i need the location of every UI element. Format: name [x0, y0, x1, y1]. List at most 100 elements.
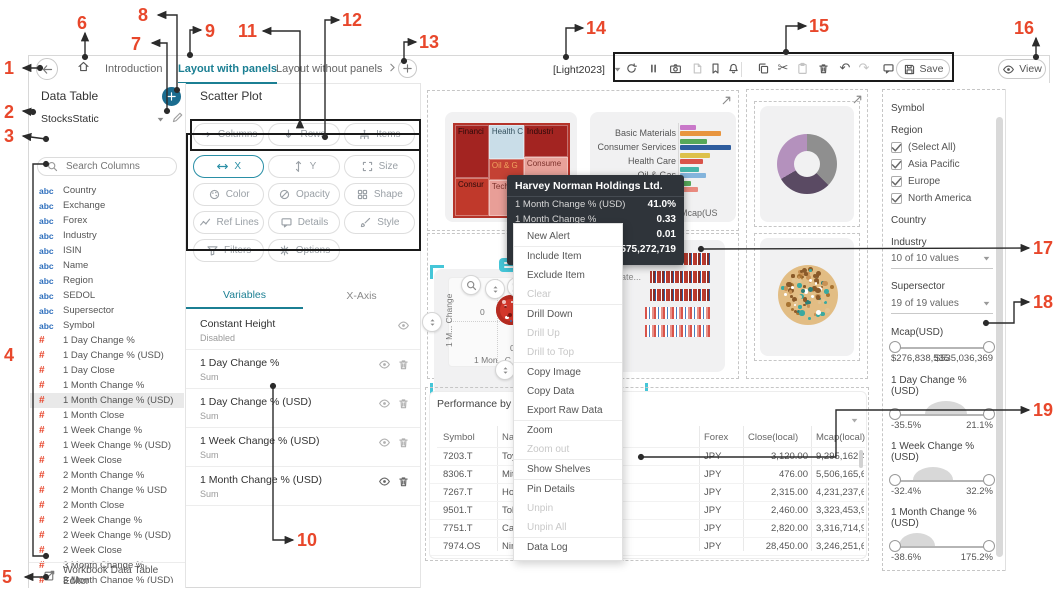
resize-handle-left[interactable]	[422, 312, 442, 332]
toolbar-icon-button[interactable]: ↶	[836, 59, 854, 77]
table-header-close[interactable]: Close(local)	[748, 432, 799, 443]
toolbar-icon-button[interactable]: ↷	[855, 59, 873, 77]
context-menu-item[interactable]: Unpin All	[514, 518, 622, 538]
trash-icon[interactable]	[397, 475, 410, 488]
column-list-item[interactable]: # 1 Month Close	[30, 408, 184, 423]
column-list-item[interactable]: # 3 Month Change %	[30, 558, 184, 573]
table-row[interactable]: 7974.OS Ninten JPY 28,450.00 3,246,251,6	[430, 538, 866, 556]
tab-layout-with-panels[interactable]: Layout with panels	[178, 56, 278, 84]
variable-row[interactable]: 1 Month Change % (USD) Sum	[186, 467, 420, 506]
theme-selector[interactable]: [Light2023]	[553, 63, 624, 76]
context-menu-item[interactable]: Drill Down	[527, 309, 573, 320]
treemap-cell[interactable]: Financi	[455, 125, 489, 178]
column-list-item[interactable]: abc Name	[30, 258, 184, 273]
add-tab-button[interactable]	[398, 59, 417, 78]
add-data-table-button[interactable]	[162, 87, 181, 106]
treemap-cell[interactable]: Consur	[455, 177, 489, 216]
table-row[interactable]: Sumit JPY 2,440.00 2,608,404,4	[430, 556, 866, 558]
table-header-mcap[interactable]: Mcap(local)	[816, 432, 866, 443]
column-list-item[interactable]: abc Country	[30, 183, 184, 198]
slider-handle-min[interactable]	[889, 540, 901, 552]
column-list-item[interactable]: abc ISIN	[30, 243, 184, 258]
eye-icon[interactable]	[378, 475, 391, 488]
data-table-source[interactable]: StocksStatic	[41, 113, 99, 125]
toolbar-icon-button[interactable]	[814, 59, 832, 77]
eye-icon[interactable]	[397, 319, 410, 332]
table-row[interactable]: 7751.T Canon JPY 2,820.00 3,316,714,9	[430, 520, 866, 538]
table-row[interactable]: 8306.T Mitsub JPY 476.00 5,506,165,6	[430, 466, 866, 484]
context-menu-item[interactable]: Zoom out	[514, 440, 622, 460]
home-button[interactable]	[77, 60, 95, 78]
variable-row[interactable]: 1 Day Change % (USD) Sum	[186, 389, 420, 428]
supersector-dropdown[interactable]: 19 of 19 values	[891, 297, 993, 314]
toolbar-icon-button[interactable]	[879, 59, 897, 77]
slider-handle-min[interactable]	[889, 474, 901, 486]
table-row[interactable]: 7267.T Honda JPY 2,315.00 4,231,237,6	[430, 484, 866, 502]
slider-handle-max[interactable]	[983, 341, 995, 353]
column-list-item[interactable]: abc Industry	[30, 228, 184, 243]
column-list-item[interactable]: # 2 Month Change %	[30, 468, 184, 483]
bar[interactable]	[680, 167, 699, 172]
variable-row[interactable]: 1 Week Change % (USD) Sum	[186, 428, 420, 467]
bar[interactable]	[680, 131, 721, 136]
toolbar-icon-button[interactable]	[754, 59, 772, 77]
treemap-cell[interactable]: Industri	[523, 125, 568, 157]
bar[interactable]	[680, 145, 732, 150]
slider-handle-min[interactable]	[889, 408, 901, 420]
visual-config-button[interactable]: Details	[268, 211, 340, 234]
bar[interactable]	[680, 159, 703, 164]
bar[interactable]	[680, 153, 710, 158]
context-menu-item[interactable]: Drill Up	[527, 328, 560, 339]
tab-scroll-chevron[interactable]	[386, 61, 399, 79]
context-menu-item[interactable]: Exclude Item	[527, 270, 585, 281]
context-menu-item[interactable]: Copy Data	[527, 386, 575, 397]
save-button[interactable]: Save	[896, 59, 950, 79]
search-columns-input[interactable]	[64, 160, 168, 173]
eye-icon[interactable]	[378, 358, 391, 371]
toolbar-icon-button[interactable]	[666, 59, 684, 77]
context-menu-item[interactable]: Clear	[514, 285, 622, 305]
visual-config-button[interactable]: Style	[343, 211, 415, 234]
visual-config-button[interactable]: X	[193, 155, 265, 178]
column-list-item[interactable]: abc Region	[30, 273, 184, 288]
treemap-cell[interactable]: Health C	[488, 125, 524, 159]
eye-icon[interactable]	[378, 436, 391, 449]
bar[interactable]	[680, 187, 698, 192]
slider-track[interactable]	[889, 467, 995, 486]
region-checkbox[interactable]: Asia Pacific	[891, 156, 971, 173]
column-list-item[interactable]: # 1 Week Change %	[30, 423, 184, 438]
context-menu-item[interactable]: Drill to Top	[514, 343, 622, 363]
bar[interactable]	[680, 139, 707, 144]
region-checkbox[interactable]: North America	[891, 190, 971, 207]
column-list-item[interactable]: # 1 Day Close	[30, 363, 184, 378]
slider-handle-max[interactable]	[983, 540, 995, 552]
visual-config-button[interactable]: Size	[343, 155, 415, 178]
column-list-item[interactable]: # 1 Month Change %	[30, 378, 184, 393]
column-list-item[interactable]: # 2 Month Close	[30, 498, 184, 513]
context-menu-item[interactable]: Show Shelves	[514, 460, 622, 480]
context-menu-item[interactable]: Pin Details	[527, 484, 575, 495]
industry-dropdown[interactable]: 10 of 10 values	[891, 252, 993, 269]
slider-handle-min[interactable]	[889, 341, 901, 353]
column-list-item[interactable]: # 2 Week Close	[30, 543, 184, 558]
toolbar-icon-button[interactable]	[724, 59, 742, 77]
column-list-item[interactable]: # 1 Day Change % (USD)	[30, 348, 184, 363]
filter-v-scroll-thumb[interactable]	[996, 117, 1003, 557]
visual-config-button[interactable]: Y	[268, 155, 340, 178]
column-list-item[interactable]: # 1 Month Change % (USD)	[30, 393, 184, 408]
table-header-symbol[interactable]: Symbol	[443, 432, 475, 443]
region-checkbox[interactable]: Europe	[891, 173, 971, 190]
column-list-item[interactable]: # 1 Week Change % (USD)	[30, 438, 184, 453]
toolbar-icon-button[interactable]	[688, 59, 706, 77]
trash-icon[interactable]	[397, 436, 410, 449]
treemap-cell[interactable]: Consume	[523, 156, 568, 177]
toolbar-icon-button[interactable]	[622, 59, 640, 77]
context-menu-item[interactable]: New Alert	[514, 227, 622, 247]
visual-config-button[interactable]: Color	[193, 183, 265, 206]
table-v-scroll-thumb[interactable]	[859, 450, 863, 468]
column-list-item[interactable]: abc SEDOL	[30, 288, 184, 303]
column-list-item[interactable]: # 2 Week Change % (USD)	[30, 528, 184, 543]
trash-icon[interactable]	[397, 397, 410, 410]
trash-icon[interactable]	[397, 358, 410, 371]
back-button[interactable]	[36, 58, 58, 80]
